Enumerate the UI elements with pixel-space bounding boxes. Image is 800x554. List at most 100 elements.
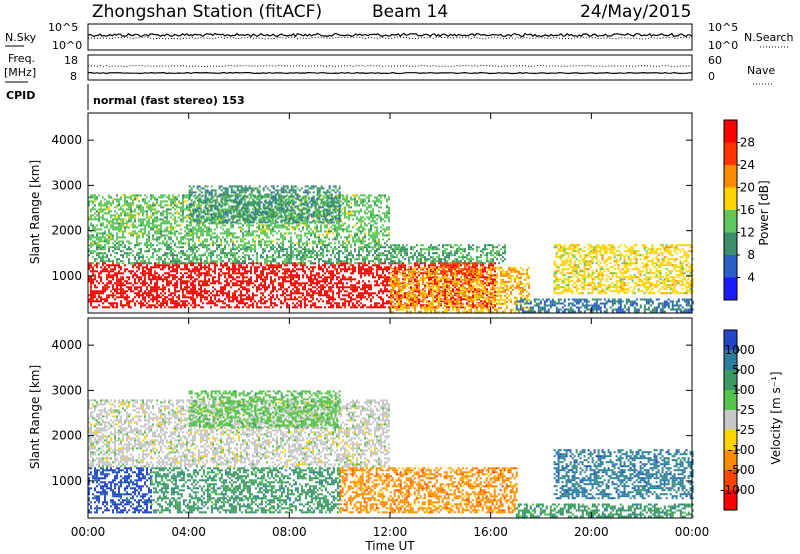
heatmap-cell [310, 300, 312, 303]
heatmap-cell [188, 258, 190, 261]
heatmap-cell [150, 280, 152, 283]
heatmap-cell [144, 230, 146, 233]
heatmap-cell [256, 266, 258, 269]
heatmap-cell [272, 280, 274, 283]
heatmap-cell [120, 250, 122, 253]
heatmap-cell [190, 222, 192, 225]
heatmap-cell [432, 246, 434, 249]
heatmap-cell [340, 278, 342, 281]
heatmap-cell [100, 240, 102, 243]
heatmap-cell [204, 264, 206, 267]
heatmap-cell [362, 246, 364, 249]
heatmap-cell [268, 286, 270, 289]
heatmap-cell [118, 214, 120, 217]
heatmap-cell [462, 254, 464, 257]
heatmap-cell [468, 254, 470, 257]
heatmap-cell [132, 226, 134, 229]
heatmap-cell [106, 212, 108, 215]
heatmap-cell [142, 200, 144, 203]
heatmap-cell [504, 248, 506, 251]
heatmap-cell [132, 298, 134, 301]
heatmap-cell [190, 274, 192, 277]
heatmap-cell [154, 250, 156, 253]
heatmap-cell [296, 288, 298, 291]
heatmap-cell [210, 242, 212, 245]
heatmap-cell [248, 270, 250, 273]
heatmap-cell [464, 248, 466, 251]
heatmap-cell [114, 248, 116, 251]
heatmap-cell [444, 256, 446, 259]
heatmap-cell [486, 258, 488, 261]
heatmap-cell [248, 248, 250, 251]
heatmap-cell [110, 274, 112, 277]
heatmap-cell [236, 260, 238, 263]
heatmap-cell [302, 262, 304, 265]
heatmap-cell [312, 278, 314, 281]
heatmap-cell [162, 242, 164, 245]
heatmap-cell [154, 266, 156, 269]
heatmap-cell [172, 226, 174, 229]
heatmap-cell [134, 226, 136, 229]
heatmap-cell [228, 276, 230, 279]
heatmap-cell [204, 226, 206, 229]
heatmap-cell [92, 242, 94, 245]
heatmap-cell [242, 238, 244, 241]
heatmap-cell [88, 268, 90, 271]
heatmap-cell [400, 262, 402, 265]
heatmap-cell [232, 226, 234, 229]
heatmap-cell [224, 238, 226, 241]
heatmap-cell [284, 248, 286, 251]
heatmap-cell [214, 222, 216, 225]
heatmap-cell [230, 224, 232, 227]
heatmap-cell [272, 290, 274, 293]
heatmap-cell [294, 296, 296, 299]
heatmap-cell [334, 274, 336, 277]
heatmap-cell [180, 250, 182, 253]
heatmap-cell [216, 234, 218, 237]
heatmap-cell [92, 244, 94, 247]
heatmap-cell [142, 260, 144, 263]
heatmap-cell [172, 278, 174, 281]
heatmap-cell [336, 252, 338, 255]
heatmap-cell [156, 244, 158, 247]
heatmap-cell [144, 274, 146, 277]
heatmap-cell [406, 274, 408, 277]
heatmap-cell [106, 242, 108, 245]
heatmap-cell [448, 254, 450, 257]
heatmap-cell [170, 298, 172, 301]
heatmap-cell [112, 292, 114, 295]
heatmap-cell [168, 272, 170, 275]
heatmap-cell [372, 264, 374, 267]
heatmap-cell [94, 198, 96, 201]
heatmap-cell [430, 248, 432, 251]
heatmap-cell [224, 248, 226, 251]
heatmap-cell [176, 246, 178, 249]
heatmap-cell [124, 214, 126, 217]
heatmap-cell [172, 196, 174, 199]
heatmap-cell [366, 250, 368, 253]
heatmap-cell [212, 294, 214, 297]
heatmap-cell [354, 268, 356, 271]
heatmap-cell [182, 204, 184, 207]
heatmap-cell [432, 260, 434, 263]
heatmap-cell [366, 246, 368, 249]
heatmap-cell [104, 256, 106, 259]
heatmap-cell [156, 228, 158, 231]
heatmap-cell [182, 200, 184, 203]
heatmap-cell [344, 306, 346, 309]
heatmap-cell [100, 300, 102, 303]
heatmap-cell [290, 284, 292, 287]
heatmap-cell [134, 214, 136, 217]
heatmap-cell [448, 280, 450, 283]
heatmap-cell [414, 280, 416, 283]
heatmap-cell [224, 224, 226, 227]
heatmap-cell [290, 246, 292, 249]
heatmap-cell [418, 266, 420, 269]
heatmap-cell [358, 254, 360, 257]
heatmap-cell [404, 258, 406, 261]
heatmap-cell [392, 256, 394, 259]
heatmap-cell [216, 238, 218, 241]
heatmap-cell [182, 250, 184, 253]
heatmap-cell [352, 298, 354, 301]
heatmap-cell [368, 250, 370, 253]
